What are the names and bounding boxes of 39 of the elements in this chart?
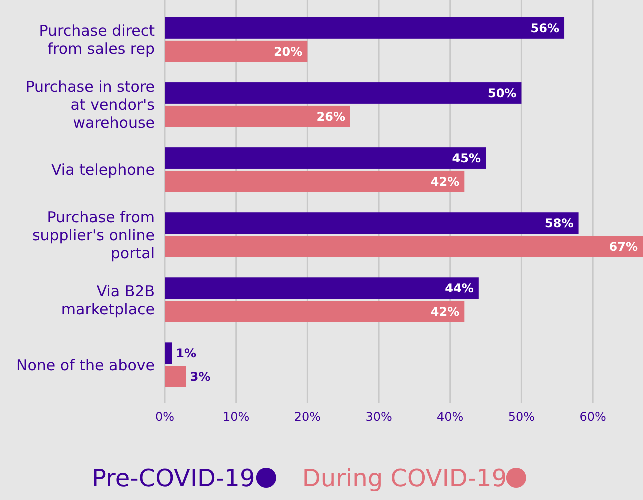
bar	[165, 82, 522, 104]
bar	[165, 148, 486, 169]
bar	[165, 106, 350, 128]
bar	[165, 18, 565, 39]
data-label: 42%	[430, 304, 460, 319]
y-tick-label: Purchase in store at vendor's warehouse	[26, 78, 156, 132]
data-label: 44%	[445, 282, 474, 296]
y-tick-label: Purchase direct from sales rep	[39, 22, 156, 58]
y-tick-label: Via B2B marketplace	[61, 282, 155, 318]
y-tick-label: None of the above	[16, 356, 155, 374]
bar	[165, 236, 643, 258]
data-label: 45%	[452, 151, 482, 166]
bar	[165, 170, 465, 192]
data-label: 42%	[430, 174, 460, 189]
bar	[165, 40, 308, 62]
x-tick-label: 50%	[508, 410, 536, 424]
bar	[165, 342, 172, 364]
legend-label: Pre-COVID-19	[92, 464, 256, 492]
data-label: 20%	[274, 44, 303, 59]
bar	[165, 212, 579, 234]
data-label: 58%	[545, 216, 574, 231]
x-tick-label: 20%	[294, 410, 322, 424]
x-tick-label: 60%	[580, 410, 606, 424]
legend-label: During COVID-19	[302, 464, 508, 492]
data-label: 3%	[190, 370, 211, 384]
y-tick-label: Purchase from supplier's online portal	[32, 208, 155, 262]
y-tick-label: Via telephone	[51, 161, 155, 180]
data-label: 50%	[488, 86, 517, 100]
data-label: 1%	[176, 346, 197, 361]
data-label: 26%	[316, 110, 346, 124]
bar	[165, 278, 479, 300]
data-label: 56%	[530, 21, 560, 36]
data-label: 67%	[609, 240, 638, 254]
bar	[165, 301, 465, 322]
bar	[165, 366, 186, 388]
x-tick-label: 30%	[366, 410, 392, 424]
x-tick-label: 40%	[437, 410, 464, 424]
x-tick-label: 10%	[223, 410, 250, 424]
x-tick-label: 0%	[155, 410, 175, 424]
